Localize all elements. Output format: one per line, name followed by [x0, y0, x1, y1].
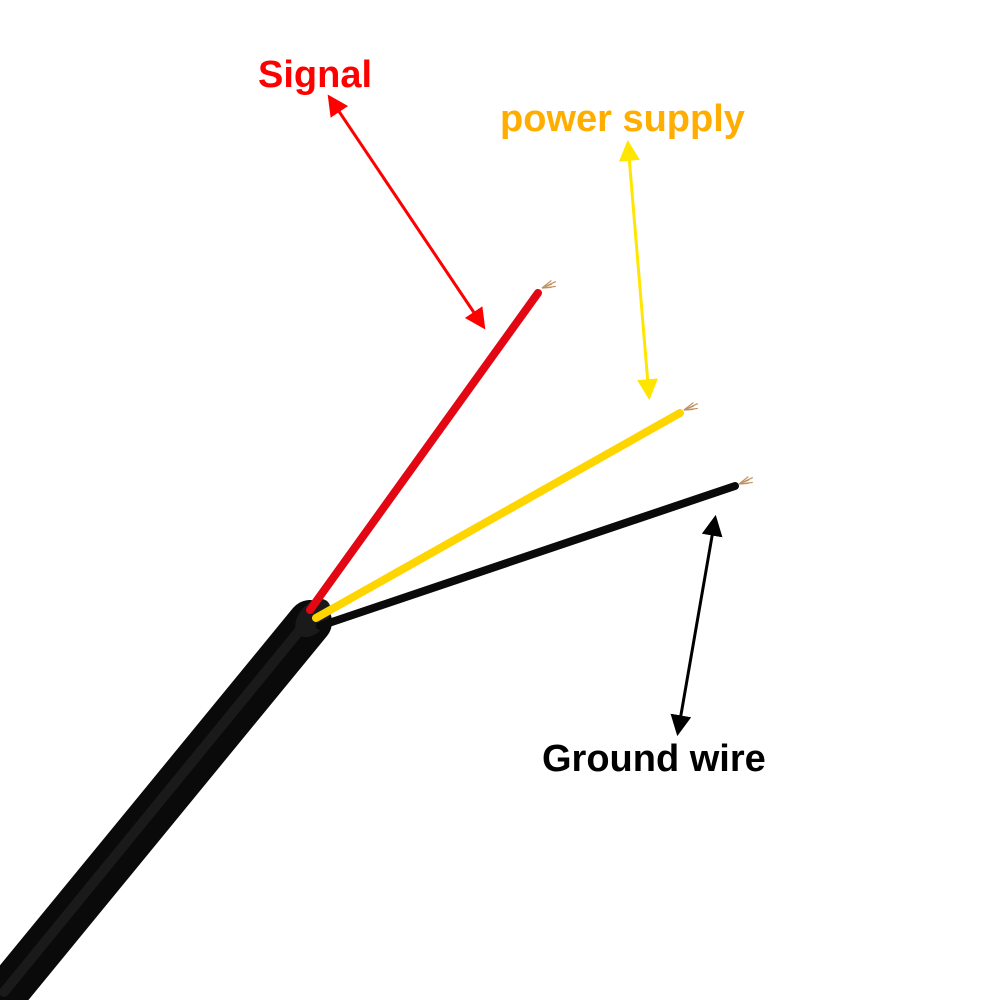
label-ground: Ground wire [542, 738, 766, 781]
wiring-diagram: Signal power supply Ground wire [0, 0, 1000, 1000]
diagram-svg [0, 0, 1000, 1000]
label-signal: Signal [258, 54, 372, 97]
label-power: power supply [500, 98, 745, 141]
